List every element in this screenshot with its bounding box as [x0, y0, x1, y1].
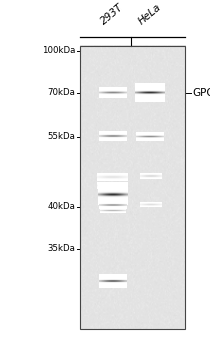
Text: 35kDa: 35kDa: [48, 244, 76, 253]
Text: 55kDa: 55kDa: [48, 132, 76, 141]
Text: GPC6: GPC6: [192, 88, 210, 98]
Text: 100kDa: 100kDa: [42, 46, 76, 55]
Bar: [80, 46, 185, 329]
Text: 40kDa: 40kDa: [48, 202, 76, 211]
Text: 293T: 293T: [99, 2, 126, 26]
Text: 70kDa: 70kDa: [48, 88, 76, 97]
Text: HeLa: HeLa: [137, 2, 163, 26]
